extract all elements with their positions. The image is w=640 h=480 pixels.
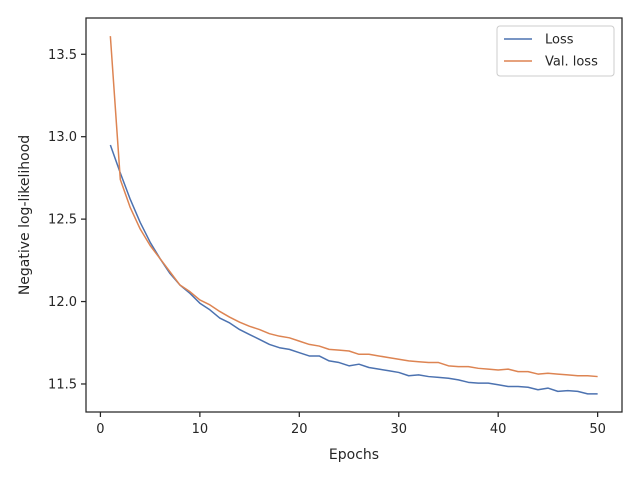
y-tick-label: 11.5 (48, 377, 77, 392)
x-tick-label: 50 (589, 422, 606, 437)
legend-label-val-loss: Val. loss (545, 55, 598, 70)
y-axis-ticks: 11.5 12.0 12.5 13.0 13.5 (48, 48, 86, 392)
y-axis-title: Negative log-likelihood (17, 135, 33, 295)
x-tick-label: 30 (390, 422, 407, 437)
x-tick-label: 0 (96, 422, 104, 437)
y-tick-label: 12.0 (48, 295, 77, 310)
x-tick-label: 40 (490, 422, 507, 437)
series-line-loss (109, 144, 598, 395)
series-line-val-loss (109, 36, 598, 378)
y-tick-label: 13.0 (48, 130, 77, 145)
x-tick-label: 20 (291, 422, 308, 437)
y-tick-label: 12.5 (48, 213, 77, 228)
plot-frame (85, 17, 623, 413)
x-axis-ticks: 0 10 20 30 40 50 (96, 412, 606, 437)
x-tick-label: 10 (192, 422, 209, 437)
x-axis-title: Epochs (329, 447, 379, 463)
legend-label-loss: Loss (545, 33, 574, 48)
plot-area (85, 17, 623, 413)
y-tick-label: 13.5 (48, 48, 77, 63)
series-layer (109, 36, 598, 395)
legend: Loss Val. loss (496, 25, 615, 77)
